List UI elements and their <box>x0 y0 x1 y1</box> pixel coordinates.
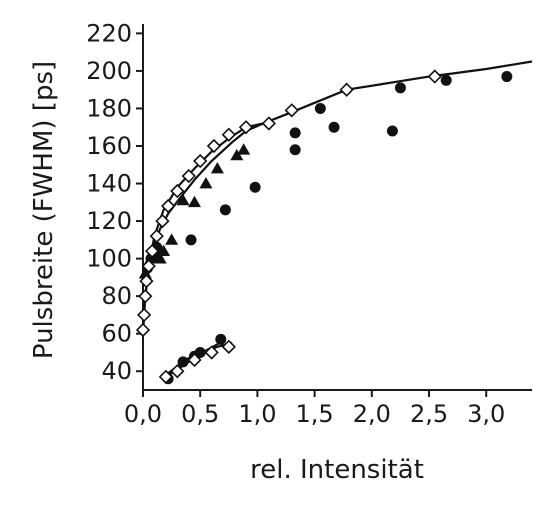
point-filled-triangle <box>230 148 244 161</box>
point-open-diamond <box>238 120 254 135</box>
point-open-diamond <box>141 258 156 274</box>
point-open-diamond <box>193 153 208 169</box>
y-tick-label: 140 <box>86 170 132 198</box>
point-open-diamond <box>427 69 442 84</box>
point-open-diamond <box>221 127 236 142</box>
point-filled-circle <box>215 333 227 345</box>
x-tick-label: 2,5 <box>410 400 448 428</box>
point-open-diamond <box>170 183 185 199</box>
point-open-diamond <box>206 138 222 154</box>
point-filled-circle <box>177 356 189 368</box>
x-tick-label: 2,0 <box>353 400 391 428</box>
y-ticks: 40 60 80 100 120 140 160 180 200 220 <box>86 19 143 385</box>
y-tick-label: 160 <box>86 132 132 160</box>
x-axis-title: rel. Intensität <box>250 455 424 485</box>
x-tick-label: 1,5 <box>296 400 334 428</box>
point-filled-triangle <box>187 195 201 208</box>
point-filled-triangle <box>199 177 213 189</box>
y-tick-label: 120 <box>86 207 132 235</box>
point-filled-circle <box>249 181 261 193</box>
point-open-diamond <box>138 289 153 304</box>
point-filled-circle <box>501 71 513 83</box>
point-open-diamond <box>139 274 154 289</box>
x-tick-label: 1,0 <box>238 400 276 428</box>
y-tick-label: 60 <box>101 320 132 348</box>
curves <box>141 60 533 378</box>
markers <box>135 69 513 385</box>
point-open-diamond <box>181 168 196 184</box>
point-open-diamond <box>137 307 152 323</box>
point-open-diamond <box>261 116 276 131</box>
point-filled-circle <box>314 102 326 114</box>
point-filled-circle <box>289 127 301 139</box>
point-open-diamond <box>161 198 176 214</box>
point-filled-circle <box>219 204 231 216</box>
y-axis-title: Pulsbreite (FWHM) [ps] <box>29 61 59 359</box>
point-open-diamond <box>149 228 164 244</box>
point-filled-triangle <box>237 143 251 155</box>
point-filled-circle <box>440 74 452 86</box>
point-filled-triangle <box>176 193 190 206</box>
point-open-diamond <box>284 103 299 118</box>
point-filled-triangle <box>138 267 152 279</box>
fit-curve-1 <box>141 60 533 334</box>
point-open-diamond <box>158 369 174 384</box>
point-open-diamond <box>221 339 236 354</box>
point-open-diamond <box>145 243 160 259</box>
y-tick-label: 180 <box>86 94 132 122</box>
point-filled-triangle <box>210 162 224 174</box>
x-tick-label: 3,0 <box>467 400 505 428</box>
point-filled-triangle <box>153 252 167 264</box>
point-filled-triangle <box>165 233 179 245</box>
point-open-diamond <box>155 213 170 229</box>
point-open-diamond <box>187 352 202 368</box>
point-filled-circle <box>386 125 398 137</box>
x-ticks: 0,0 0,5 1,0 1,5 2,0 2,5 3,0 <box>124 390 505 428</box>
point-filled-triangle <box>157 244 171 256</box>
y-tick-label: 100 <box>86 245 132 273</box>
y-tick-label: 80 <box>101 282 132 310</box>
point-open-diamond <box>204 345 219 360</box>
point-open-diamond <box>170 364 185 379</box>
point-filled-circle <box>328 121 340 133</box>
y-tick-label: 220 <box>86 19 132 47</box>
point-open-diamond <box>339 82 354 97</box>
point-filled-circle <box>194 346 206 358</box>
y-tick-label: 200 <box>86 57 132 85</box>
point-filled-circle <box>289 144 301 156</box>
x-tick-label: 0,5 <box>181 400 219 428</box>
point-filled-circle <box>185 234 197 246</box>
point-open-diamond <box>135 322 151 338</box>
point-filled-circle <box>394 82 406 94</box>
plot-area: 0,0 0,5 1,0 1,5 2,0 2,5 3,0 40 60 80 100 120 140 160… <box>86 19 533 428</box>
y-tick-label: 40 <box>101 357 132 385</box>
x-tick-label: 0,0 <box>124 400 162 428</box>
